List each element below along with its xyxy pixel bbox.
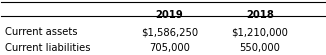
Text: Current assets: Current assets <box>5 27 77 37</box>
Text: 705,000: 705,000 <box>149 43 190 53</box>
Text: 2019: 2019 <box>156 10 183 20</box>
Text: $1,586,250: $1,586,250 <box>141 27 198 37</box>
Text: $1,210,000: $1,210,000 <box>231 27 289 37</box>
Text: 550,000: 550,000 <box>240 43 280 53</box>
Text: Current liabilities: Current liabilities <box>5 43 90 53</box>
Text: 2018: 2018 <box>246 10 274 20</box>
